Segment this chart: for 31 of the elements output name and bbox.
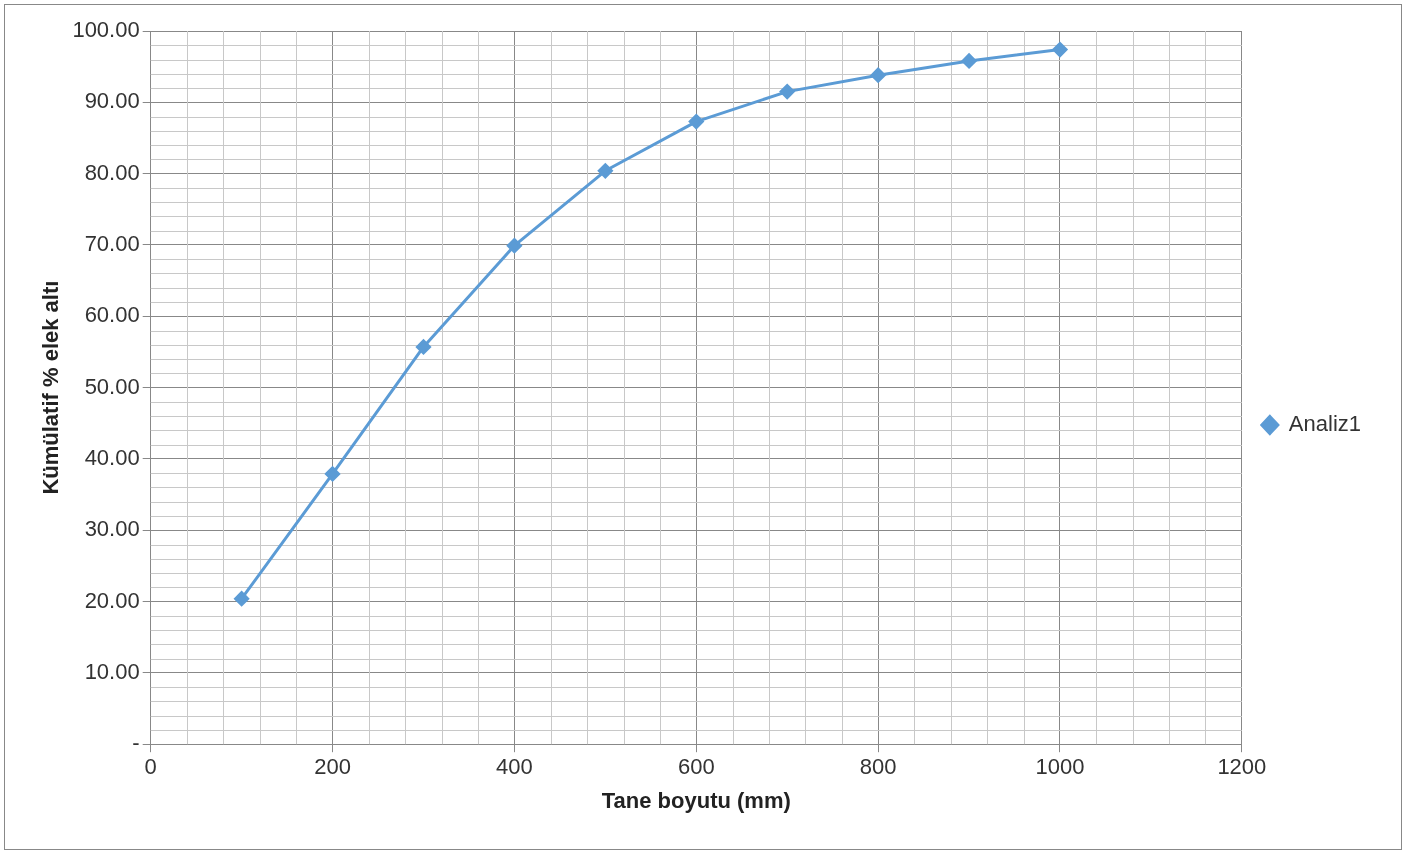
y-tick-label: 60.00 (84, 302, 140, 328)
y-tick-label: 20.00 (84, 587, 140, 613)
point (870, 67, 886, 83)
y-tick-label: 30.00 (84, 516, 140, 542)
x-tick-label: 200 (314, 754, 351, 780)
y-tick-label: 50.00 (84, 373, 140, 399)
y-tick-label: 40.00 (84, 444, 140, 470)
x-tick-label: 1000 (1035, 754, 1085, 780)
x-tick-label: 400 (496, 754, 533, 780)
point (779, 84, 795, 100)
x-tick-label: 0 (144, 754, 157, 780)
point (325, 466, 341, 482)
x-tick-label: 1200 (1217, 754, 1267, 780)
point (234, 591, 250, 607)
point (415, 339, 431, 355)
y-axis-title: Kümülatif % elek altı (38, 280, 64, 495)
x-axis-title: Tane boyutu (mm) (601, 787, 791, 813)
y-tick-label: - (132, 730, 140, 756)
y-tick-label: 90.00 (84, 88, 140, 114)
point (961, 53, 977, 69)
y-tick-label: 80.00 (84, 159, 140, 185)
legend-label: Analiz1 (1288, 411, 1361, 437)
point (688, 114, 704, 130)
point (506, 238, 522, 254)
y-tick-label: 100.00 (72, 17, 140, 43)
point (1052, 42, 1068, 58)
point (597, 163, 613, 179)
x-tick-label: 800 (859, 754, 897, 780)
y-tick-label: 10.00 (84, 658, 140, 684)
x-tick-label: 600 (677, 754, 715, 780)
y-tick-label: 70.00 (84, 231, 140, 257)
